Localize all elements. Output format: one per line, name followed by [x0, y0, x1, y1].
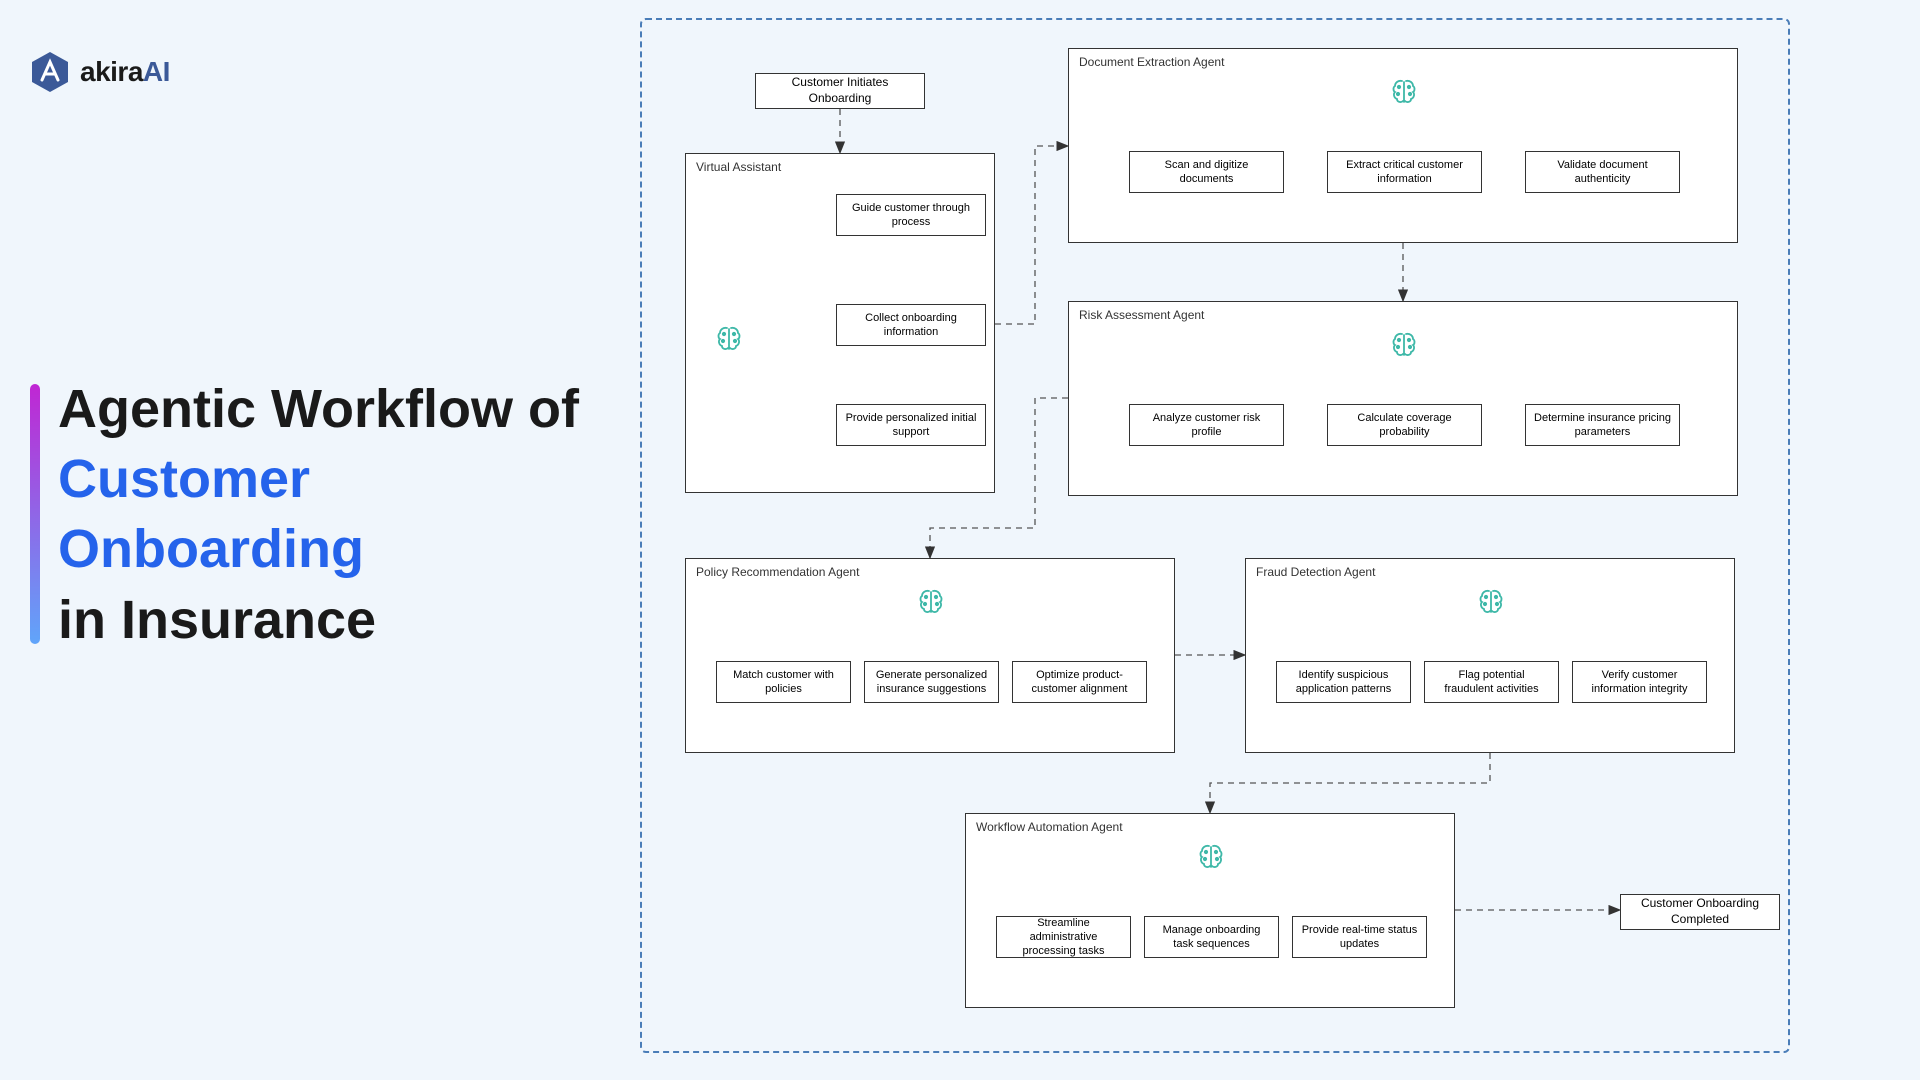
agent-waa: Workflow Automation Agent Streamline adm… [965, 813, 1455, 1008]
task-box: Calculate coverage probability [1327, 404, 1482, 446]
task-box: Collect onboarding information [836, 304, 986, 346]
agent-title: Virtual Assistant [696, 160, 781, 174]
brain-icon [1389, 77, 1419, 107]
title-line-1: Agentic Workflow of [58, 374, 590, 444]
task-box: Determine insurance pricing parameters [1525, 404, 1680, 446]
agent-title: Risk Assessment Agent [1079, 308, 1204, 322]
left-panel: akiraAI Agentic Workflow of Customer Onb… [0, 0, 620, 1080]
task-box: Manage onboarding task sequences [1144, 916, 1279, 958]
task-box: Validate document authenticity [1525, 151, 1680, 193]
task-box: Streamline administrative processing tas… [996, 916, 1131, 958]
diagram: Customer Initiates Onboarding Customer On… [640, 18, 1790, 1053]
agent-title: Workflow Automation Agent [976, 820, 1123, 834]
task-box: Scan and digitize documents [1129, 151, 1284, 193]
task-box: Optimize product-customer alignment [1012, 661, 1147, 703]
task-box: Flag potential fraudulent activities [1424, 661, 1559, 703]
right-panel: Customer Initiates Onboarding Customer On… [620, 0, 1920, 1080]
title-block: Agentic Workflow of Customer Onboarding … [30, 374, 590, 655]
page: akiraAI Agentic Workflow of Customer Onb… [0, 0, 1920, 1080]
logo-brand: akira [80, 56, 143, 87]
title-line-3: in Insurance [58, 585, 590, 655]
agent-pra: Policy Recommendation Agent Match custom… [685, 558, 1175, 753]
task-box: Verify customer information integrity [1572, 661, 1707, 703]
end-box: Customer Onboarding Completed [1620, 894, 1780, 930]
logo-text: akiraAI [80, 56, 170, 88]
task-box: Match customer with policies [716, 661, 851, 703]
agent-raa: Risk Assessment Agent Analyze customer r… [1068, 301, 1738, 496]
agent-dea: Document Extraction Agent Scan and digit… [1068, 48, 1738, 243]
logo: akiraAI [30, 50, 590, 94]
agent-title: Fraud Detection Agent [1256, 565, 1375, 579]
task-box: Generate personalized insurance suggesti… [864, 661, 999, 703]
task-box: Guide customer through process [836, 194, 986, 236]
brain-icon [1476, 587, 1506, 617]
brain-icon [916, 587, 946, 617]
logo-icon [30, 50, 70, 94]
task-box: Analyze customer risk profile [1129, 404, 1284, 446]
agent-va: Virtual Assistant Guide customer through… [685, 153, 995, 493]
agent-title: Policy Recommendation Agent [696, 565, 859, 579]
title-line-2: Customer Onboarding [58, 444, 590, 584]
brain-icon [1389, 330, 1419, 360]
brain-icon [714, 324, 744, 354]
agent-title: Document Extraction Agent [1079, 55, 1224, 69]
task-box: Identify suspicious application patterns [1276, 661, 1411, 703]
agent-fda: Fraud Detection Agent Identify suspiciou… [1245, 558, 1735, 753]
task-box: Extract critical customer information [1327, 151, 1482, 193]
start-box: Customer Initiates Onboarding [755, 73, 925, 109]
task-box: Provide real-time status updates [1292, 916, 1427, 958]
task-box: Provide personalized initial support [836, 404, 986, 446]
brain-icon [1196, 842, 1226, 872]
logo-suffix: AI [143, 56, 170, 87]
gradient-bar [30, 384, 40, 644]
